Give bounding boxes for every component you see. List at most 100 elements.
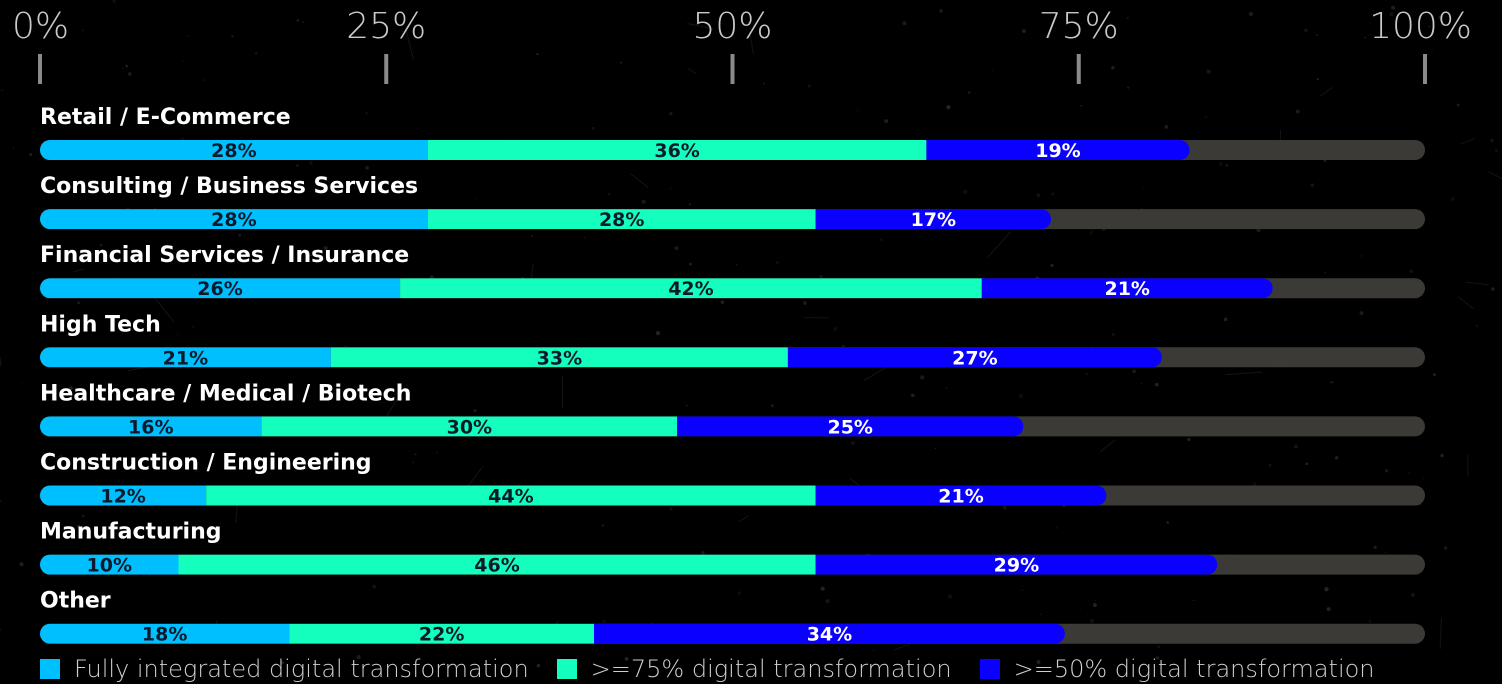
bg-speck xyxy=(641,199,646,204)
bg-speck xyxy=(1373,545,1377,549)
bg-speck xyxy=(669,507,673,511)
bg-speck xyxy=(1126,16,1129,19)
bg-speck xyxy=(475,197,478,200)
bg-speck xyxy=(58,454,64,460)
bg-speck xyxy=(1384,469,1389,473)
bg-speck xyxy=(473,409,477,413)
bg-speck xyxy=(1323,159,1327,163)
bg-speck xyxy=(1164,124,1169,129)
x-tick-label: 75% xyxy=(1039,6,1119,47)
bg-speck xyxy=(281,661,285,665)
bg-speck xyxy=(1192,599,1195,602)
bg-speck xyxy=(0,628,2,631)
bg-speck xyxy=(177,334,179,336)
bar-segment xyxy=(289,623,594,644)
bar-row xyxy=(40,278,1273,299)
data-label: 29% xyxy=(994,555,1039,577)
data-label: 28% xyxy=(211,140,256,162)
bg-speck xyxy=(1428,25,1431,28)
bg-speck xyxy=(191,325,195,329)
bg-speck xyxy=(365,166,369,170)
bg-speck xyxy=(1384,551,1387,554)
bg-speck xyxy=(747,21,750,24)
legend-label-fully-integrated: Fully integrated digital transformation xyxy=(74,655,529,683)
bar-segment xyxy=(815,209,1052,230)
bg-scratch xyxy=(1439,617,1442,650)
bg-speck xyxy=(1140,382,1143,385)
bar-segment xyxy=(981,278,1273,299)
data-label: 22% xyxy=(419,624,464,646)
data-label: 17% xyxy=(911,209,956,231)
bg-speck xyxy=(187,35,189,37)
bg-speck xyxy=(1440,453,1444,458)
bg-speck xyxy=(296,19,300,22)
bg-speck xyxy=(1490,138,1494,143)
bg-speck xyxy=(1305,462,1309,466)
bar-segment xyxy=(926,140,1190,160)
category-label: Retail / E-Commerce xyxy=(40,105,291,130)
bg-speck xyxy=(414,453,417,456)
bar-segment xyxy=(815,485,1107,506)
bg-speck xyxy=(1431,48,1434,51)
bg-speck xyxy=(1410,592,1416,598)
bg-speck xyxy=(237,233,242,237)
bg-speck xyxy=(48,116,52,120)
bg-speck xyxy=(81,29,84,32)
bg-speck xyxy=(701,551,705,555)
bg-speck xyxy=(737,591,742,595)
bg-speck xyxy=(872,649,875,652)
legend-label-50: >=50% digital transformation xyxy=(1013,655,1375,683)
bg-speck xyxy=(1089,230,1094,235)
bg-speck xyxy=(1086,613,1089,616)
bg-speck xyxy=(1155,656,1160,660)
bg-speck xyxy=(365,112,368,115)
x-tick-label: 0% xyxy=(12,6,69,47)
bg-speck xyxy=(29,153,33,156)
bg-speck xyxy=(170,116,173,119)
bg-scratch xyxy=(405,28,415,61)
bg-speck xyxy=(963,189,968,195)
data-label: 16% xyxy=(128,416,173,438)
bg-speck xyxy=(807,84,811,88)
bg-scratch xyxy=(630,173,649,189)
bg-speck xyxy=(1475,324,1478,328)
bg-speck xyxy=(920,375,925,380)
bg-speck xyxy=(231,34,234,38)
x-tick-mark xyxy=(1076,54,1081,84)
data-label: 25% xyxy=(827,416,872,438)
bg-speck xyxy=(1046,35,1051,39)
bg-scratch xyxy=(0,356,2,367)
bg-speck xyxy=(825,599,830,604)
bg-speck xyxy=(624,656,629,661)
x-tick-mark xyxy=(730,54,735,84)
bar-segment xyxy=(677,416,1024,437)
bg-speck xyxy=(1268,463,1272,467)
bg-scratch xyxy=(738,515,749,523)
bg-speck xyxy=(1206,69,1211,74)
bg-speck xyxy=(1094,599,1097,602)
x-tick-mark xyxy=(1423,54,1427,84)
bg-speck xyxy=(1036,193,1041,197)
legend-label-75: >=75% digital transformation xyxy=(590,655,952,683)
bar-row xyxy=(40,416,1024,437)
bg-speck xyxy=(1085,372,1088,375)
bg-speck xyxy=(1315,34,1319,37)
bar-segment xyxy=(40,278,401,299)
bg-speck xyxy=(1324,271,1327,274)
bg-speck xyxy=(536,663,541,668)
data-label: 46% xyxy=(474,555,519,577)
bg-speck xyxy=(21,382,23,384)
bg-speck xyxy=(688,203,691,206)
bg-speck xyxy=(436,451,438,454)
bg-speck xyxy=(741,82,744,85)
bg-speck xyxy=(1310,183,1314,187)
bg-speck xyxy=(1055,526,1058,529)
x-tick-mark xyxy=(38,54,42,84)
bar-segment xyxy=(40,554,179,575)
bg-speck xyxy=(967,91,971,95)
data-label: 28% xyxy=(211,209,256,231)
bg-speck xyxy=(1223,317,1228,322)
bg-scratch xyxy=(1460,137,1476,145)
category-label: Manufacturing xyxy=(40,520,222,545)
data-label: 44% xyxy=(488,486,533,508)
